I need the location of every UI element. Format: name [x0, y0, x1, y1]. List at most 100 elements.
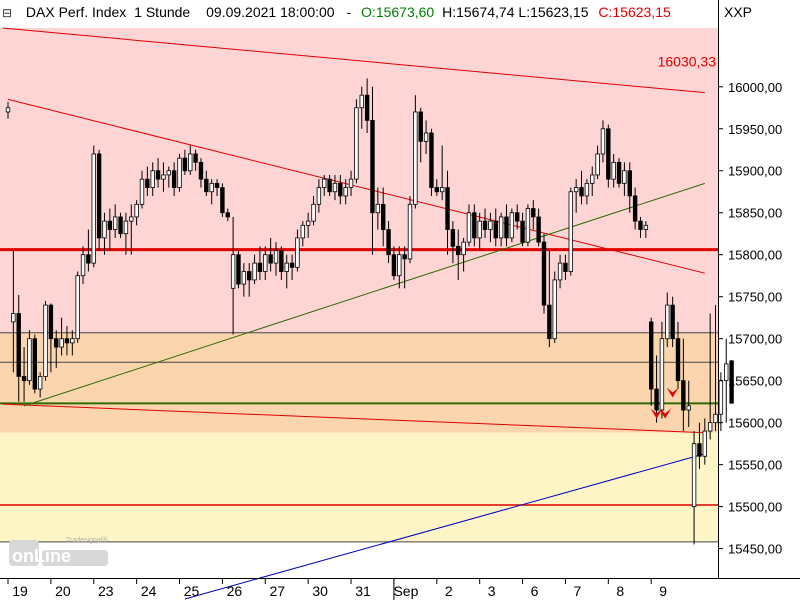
candle-body-down	[697, 443, 702, 457]
candle-body-up	[509, 212, 515, 239]
candle-body-up	[702, 430, 707, 457]
candle-body-down	[246, 271, 252, 281]
candle-body-up	[611, 161, 616, 180]
candle-body-up	[461, 241, 466, 256]
collapse-icon[interactable]: ⊟	[2, 6, 13, 20]
candle-136	[729, 359, 734, 404]
candle-body-up	[600, 128, 606, 155]
candle-103	[552, 271, 557, 343]
candle-body-up	[59, 338, 64, 348]
candle-33	[177, 153, 182, 192]
candle-body-down	[182, 157, 188, 172]
zone-2	[0, 332, 718, 433]
candle-body-down	[279, 250, 284, 272]
candle-90	[482, 208, 488, 238]
candle-108	[579, 170, 584, 205]
candle-93	[498, 212, 504, 247]
y-tick-label: 15950,00	[728, 122, 782, 137]
candle-body-up	[691, 443, 697, 508]
trendline-4[interactable]	[23, 182, 705, 407]
candle-body-down	[445, 187, 450, 230]
candle-body-up	[713, 413, 718, 424]
candle-44	[236, 250, 241, 289]
candle-body-up	[397, 254, 402, 277]
candle-body-up	[70, 338, 75, 344]
x-tick-label: 23	[98, 583, 114, 599]
candle-body-up	[75, 275, 80, 340]
trendline-3[interactable]	[7, 98, 705, 274]
x-tick-label: 7	[574, 583, 582, 599]
candle-122	[654, 355, 659, 423]
candle-body-down	[257, 262, 263, 272]
candle-110	[590, 166, 595, 196]
candle-104	[557, 254, 563, 289]
x-tick-label: 2	[445, 583, 453, 599]
candle-35	[188, 145, 193, 175]
candle-71	[380, 187, 386, 247]
candle-26	[139, 170, 145, 209]
candle-body-down	[616, 161, 622, 184]
zone-3	[0, 432, 718, 542]
candle-body-down	[118, 216, 123, 235]
x-tick-label: 3	[488, 583, 496, 599]
candle-body-up	[718, 380, 724, 415]
candle-111	[595, 145, 600, 180]
candle-76	[407, 195, 413, 264]
candle-body-down	[547, 304, 552, 340]
candle-34	[182, 149, 188, 175]
trendline-1[interactable]	[2, 27, 705, 94]
candle-94	[504, 204, 509, 247]
y-axis[interactable]: 15450,00 15500,00 15550,00 15600,00 15650,00…	[718, 80, 782, 557]
candle-body-up	[188, 153, 193, 172]
candle-body-down	[606, 128, 611, 180]
candle-body-down	[418, 111, 423, 142]
candle-body-up	[413, 111, 418, 205]
candle-79	[423, 120, 429, 154]
candle-50	[268, 237, 273, 272]
candle-body-up	[43, 304, 48, 377]
candle-body-down	[632, 195, 638, 222]
candle-82	[439, 145, 445, 201]
candle-41	[220, 183, 225, 217]
candle-body-up	[724, 363, 729, 382]
horizontal-levels[interactable]	[0, 248, 718, 543]
trendlines[interactable]	[2, 27, 705, 600]
candle-body-down	[145, 178, 150, 188]
candle-body-up	[573, 187, 579, 193]
candle-body-down	[204, 178, 209, 193]
trendline-5[interactable]	[184, 453, 705, 600]
candle-106	[568, 187, 573, 276]
candle-body-down	[214, 182, 220, 188]
candle-body-up	[557, 262, 563, 281]
candle-body-down	[675, 338, 681, 382]
trendline-2[interactable]	[2, 403, 705, 434]
candle-92	[493, 208, 498, 247]
candle-12	[64, 326, 70, 356]
interval-label: 1 Stunde	[134, 4, 191, 20]
x-axis[interactable]: 19 20 23 24 25 26 27 30 31 Sep 2 3 6 7 8 9	[7, 578, 667, 599]
candle-body-down	[729, 360, 734, 404]
candle-body-down	[86, 254, 91, 264]
candle-body-down	[627, 170, 632, 197]
candle-body-down	[171, 170, 177, 188]
candle-body-down	[504, 216, 509, 239]
candle-123	[659, 321, 665, 419]
candle-99	[531, 200, 536, 230]
candle-20	[107, 208, 113, 251]
candle-body-down	[220, 187, 225, 214]
x-tick-label: 30	[312, 583, 328, 599]
candle-3	[16, 295, 21, 402]
candle-23	[123, 212, 129, 255]
candle-body-down	[193, 153, 198, 163]
candle-119	[638, 216, 643, 238]
y-tick-label: 15800,00	[728, 248, 782, 263]
candle-89	[477, 212, 482, 251]
candle-28	[150, 162, 155, 196]
candle-body-down	[380, 203, 386, 230]
candle-body-up	[134, 203, 139, 218]
x-tick-label: 26	[227, 583, 243, 599]
candlesticks	[5, 78, 734, 545]
candle-body-down	[520, 220, 525, 243]
candle-121	[649, 317, 654, 406]
